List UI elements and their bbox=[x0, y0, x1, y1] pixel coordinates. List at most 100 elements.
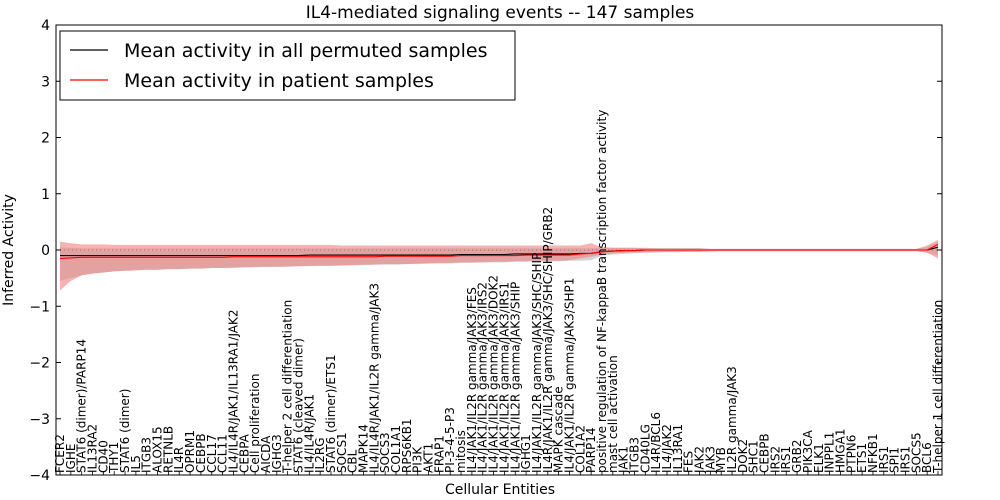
x-category-label: IL4/IL4R/JAK1/IL13RA1/JAK2 bbox=[226, 310, 240, 474]
x-category-label: GRB2 bbox=[790, 439, 804, 473]
x-category-label: IL4/IL4R/JAK1 bbox=[302, 394, 316, 473]
chart-title: IL4-mediated signaling events -- 147 sam… bbox=[306, 3, 695, 23]
y-tick-label: 4 bbox=[41, 18, 50, 34]
x-category-label: T-helper 1 cell differentiation bbox=[931, 300, 945, 474]
legend-box bbox=[59, 30, 516, 101]
x-category-label: ALOX15 bbox=[151, 426, 165, 473]
x-category-label: COL1A1 bbox=[389, 425, 403, 473]
patient-mean-line bbox=[59, 243, 939, 259]
x-category-label: SPI1 bbox=[888, 447, 902, 473]
x-category-label: mast cell activation bbox=[606, 355, 620, 473]
x-category-label: IL4/IL4R/JAK1/IL2R gamma/JAK3 bbox=[367, 283, 381, 473]
x-category-label: IL13RA1 bbox=[671, 424, 685, 473]
x-category-label: IRS1 bbox=[779, 446, 793, 473]
x-category-label: SOCS3 bbox=[378, 432, 392, 473]
legend-label-patient: Mean activity in patient samples bbox=[124, 70, 434, 92]
x-category-label: IRS1 bbox=[877, 446, 891, 473]
y-tick-label: 3 bbox=[41, 74, 50, 90]
x-category-label: BCL6 bbox=[920, 442, 934, 473]
x-category-label: MAPK14 bbox=[357, 424, 371, 473]
x-category-label: PI3K bbox=[411, 446, 425, 473]
y-tick-label: −2 bbox=[29, 356, 50, 372]
patient-band bbox=[60, 239, 938, 291]
y-axis: 4 3 2 1 0 −1 −2 −3 −4 bbox=[29, 18, 942, 484]
x-category-label: IGHG1 bbox=[519, 434, 533, 473]
x-category-label: JAK2 bbox=[693, 446, 707, 474]
x-category-label: IL4/JAK1/IL2R gamma/JAK3/SHP1 bbox=[563, 278, 577, 473]
x-category-label: FRAP1 bbox=[432, 435, 446, 473]
x-category-label: HMGA1 bbox=[833, 428, 847, 473]
x-category-label: IL4R bbox=[172, 447, 186, 473]
legend-label-permuted: Mean activity in all permuted samples bbox=[124, 40, 487, 62]
x-category-label: IL4/JAK2 bbox=[660, 424, 674, 473]
x-axis-title: Cellular Entities bbox=[445, 482, 555, 498]
x-category-label: IL4R/BCL6 bbox=[649, 412, 663, 473]
x-category-label: STAT6 (dimer)/ETS1 bbox=[324, 354, 338, 473]
y-tick-label: −1 bbox=[29, 299, 50, 315]
x-category-label: RETNLB bbox=[161, 426, 175, 473]
x-category-label: IL2R gamma/JAK3 bbox=[725, 366, 739, 473]
x-category-label: CEBPB bbox=[194, 433, 208, 473]
x-category-label: positive regulation of NF-kappaB transcr… bbox=[595, 110, 609, 473]
x-category-label: THY1 bbox=[107, 442, 121, 474]
x-category-label: IRS2 bbox=[768, 446, 782, 473]
x-category-label: IL4/JAK1/IL2R gamma/JAK3/SHC/SHIP bbox=[530, 253, 544, 473]
y-tick-label: 2 bbox=[41, 131, 50, 147]
x-category-label: CCL17 bbox=[205, 434, 219, 473]
x-category-label: T-helper 2 cell differentiation bbox=[281, 300, 295, 474]
x-category-label: CBL bbox=[346, 449, 360, 473]
x-category-label: CCL11 bbox=[216, 434, 230, 473]
x-category-label: COL1A2 bbox=[573, 425, 587, 473]
x-category-label: INPPL1 bbox=[823, 432, 837, 473]
x-category-label: STAT6 (dimer)/PARP14 bbox=[75, 339, 89, 473]
x-category-label: FCER2 bbox=[53, 434, 67, 473]
x-category-label: SOCS1 bbox=[335, 432, 349, 473]
x-category-label: IL4/JAK1/IL2R gamma/JAK3/SHIP bbox=[508, 282, 522, 473]
y-axis-title: Inferred Activity bbox=[1, 194, 17, 306]
x-category-label: ITGB3 bbox=[628, 437, 642, 473]
x-category-label: PIK3CA bbox=[801, 429, 815, 473]
x-category-label: IL13RA2 bbox=[86, 424, 100, 473]
x-category-label: AICDA bbox=[259, 435, 273, 473]
x-category-label: STAT6 (cleaved dimer) bbox=[292, 338, 306, 473]
x-category-label: JAK3 bbox=[703, 446, 717, 474]
x-category-label: PTPN6 bbox=[844, 435, 858, 473]
y-tick-label: 1 bbox=[41, 187, 50, 203]
y-tick-label: −4 bbox=[29, 468, 50, 484]
legend: Mean activity in all permuted samples Me… bbox=[59, 30, 516, 101]
x-category-label: IGHG3 bbox=[270, 434, 284, 473]
x-category-label: PI-3-4-5-P3 bbox=[443, 407, 457, 473]
x-category-label: ITGB3 bbox=[140, 437, 154, 473]
x-category-label: CD40LG bbox=[638, 424, 652, 473]
x-category-label: CD40 bbox=[96, 440, 110, 473]
x-category-label: CEBPB bbox=[758, 433, 772, 473]
x-category-label: IL4/JAK1/IL2R gamma/JAK3/IRS2 bbox=[476, 282, 490, 473]
x-category-label: FES bbox=[682, 451, 696, 473]
x-category-label: IL4/JAK1/IL2R gamma/JAK3/DOK2 bbox=[487, 275, 501, 473]
x-category-label: RPS6KB1 bbox=[400, 418, 414, 473]
x-category-label: mitosis bbox=[454, 430, 468, 473]
plot-area bbox=[56, 239, 942, 291]
x-category-label: SHC1 bbox=[747, 440, 761, 473]
x-category-label: ELK1 bbox=[812, 443, 826, 473]
x-category-label: IRS1 bbox=[899, 446, 913, 473]
x-category-label: IL4/JAK1/IL2R gamma/JAK3/IRS1 bbox=[497, 282, 511, 473]
x-category-label: IL4R/JAK1/IL2R gamma/JAK3/SHC/SHIP/GRB2 bbox=[541, 207, 555, 473]
x-category-label: MAPK cascade bbox=[552, 386, 566, 473]
x-category-label: IL5 bbox=[129, 455, 143, 473]
x-category-label: JAK1 bbox=[617, 446, 631, 474]
x-category-label: Cell proliferation bbox=[248, 374, 262, 473]
x-category-label: IL4/JAK1/IL2R gamma/JAK3/FES bbox=[465, 287, 479, 473]
x-category-label: DOK2 bbox=[736, 439, 750, 473]
x-category-label: SOCS5 bbox=[909, 432, 923, 473]
x-category-label: STAT6 (dimer) bbox=[118, 389, 132, 473]
x-category-label: CEBPA bbox=[237, 433, 251, 473]
x-category-label: PARP14 bbox=[584, 427, 598, 473]
x-category-label: MYB bbox=[714, 447, 728, 473]
x-category-label: IL2RG bbox=[313, 438, 327, 474]
y-tick-label: 0 bbox=[41, 243, 50, 259]
y-tick-label: −3 bbox=[29, 412, 50, 428]
x-category-label: ETS1 bbox=[855, 443, 869, 473]
